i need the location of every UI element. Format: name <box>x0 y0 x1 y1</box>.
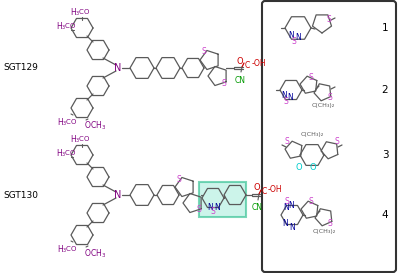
Text: O: O <box>310 164 316 173</box>
FancyBboxPatch shape <box>199 182 246 217</box>
Text: N: N <box>295 32 301 41</box>
Text: S: S <box>284 97 288 106</box>
Text: C(CH₃)₂: C(CH₃)₂ <box>312 229 336 234</box>
Text: N: N <box>288 201 294 210</box>
Text: $_3$CO: $_3$CO <box>61 22 76 32</box>
Text: S: S <box>202 48 206 57</box>
Text: S: S <box>309 73 313 82</box>
Text: $_3$CO: $_3$CO <box>75 8 90 18</box>
Text: S: S <box>197 206 201 215</box>
Text: H: H <box>56 149 62 158</box>
Text: S: S <box>292 37 296 46</box>
Text: S: S <box>177 174 181 183</box>
Text: C: C <box>244 61 250 70</box>
Text: H: H <box>70 8 76 17</box>
Text: O: O <box>237 57 243 66</box>
Text: $_3$CO: $_3$CO <box>75 135 90 145</box>
Text: 1: 1 <box>382 23 388 33</box>
Text: N: N <box>288 31 294 40</box>
Text: N: N <box>289 222 295 232</box>
Text: SGT130: SGT130 <box>3 191 38 200</box>
Text: H: H <box>57 118 63 127</box>
Text: 4: 4 <box>382 210 388 220</box>
Text: N: N <box>114 190 122 200</box>
Text: H: H <box>70 135 76 144</box>
Text: N: N <box>207 203 213 212</box>
Text: $_3$CO: $_3$CO <box>62 118 77 128</box>
Text: CN: CN <box>252 203 262 212</box>
Text: N: N <box>281 91 287 99</box>
Text: 2: 2 <box>382 85 388 95</box>
Text: OCH$_3$: OCH$_3$ <box>84 120 106 132</box>
Text: H: H <box>57 245 63 254</box>
Text: C(CH₃)₂: C(CH₃)₂ <box>311 103 335 108</box>
Text: N: N <box>287 93 293 102</box>
Text: $_3$CO: $_3$CO <box>61 149 76 159</box>
Text: 3: 3 <box>382 150 388 160</box>
Text: N: N <box>283 203 289 212</box>
Text: S: S <box>328 93 332 102</box>
Text: CN: CN <box>234 76 246 85</box>
Text: N: N <box>114 63 122 73</box>
Text: SGT129: SGT129 <box>3 64 38 73</box>
Text: OCH$_3$: OCH$_3$ <box>84 247 106 260</box>
Text: S: S <box>328 219 332 229</box>
Text: S: S <box>285 138 289 147</box>
Text: C: C <box>261 188 267 197</box>
Text: S: S <box>285 197 289 206</box>
Text: N: N <box>282 219 288 229</box>
Text: O: O <box>254 183 260 192</box>
Text: $_3$CO: $_3$CO <box>62 245 77 255</box>
Text: -OH: -OH <box>252 58 267 67</box>
Text: S: S <box>222 79 226 88</box>
Text: S: S <box>309 197 313 206</box>
Text: S: S <box>211 207 215 216</box>
Text: S: S <box>335 138 339 147</box>
Text: C(CH₃)₂: C(CH₃)₂ <box>300 132 324 137</box>
Text: O: O <box>296 162 302 171</box>
Text: S: S <box>327 14 331 23</box>
FancyBboxPatch shape <box>262 1 396 272</box>
Text: H: H <box>56 22 62 31</box>
Text: -OH: -OH <box>268 185 283 194</box>
Text: N: N <box>214 203 220 212</box>
